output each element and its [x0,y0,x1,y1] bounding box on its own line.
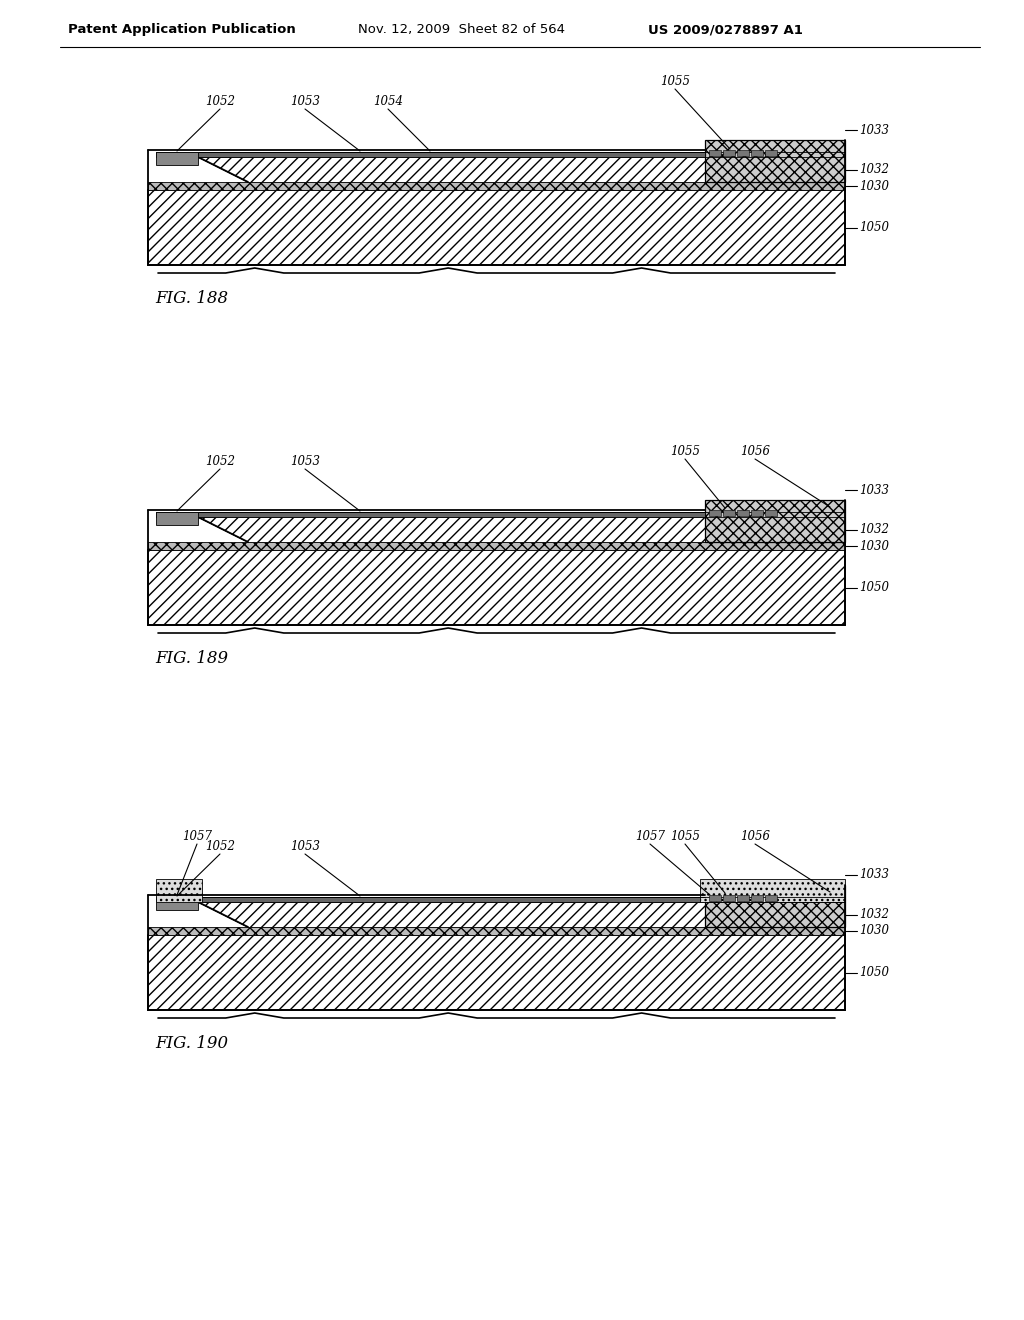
Text: 1053: 1053 [290,95,319,108]
Bar [765,150,777,156]
Text: 1055: 1055 [670,445,700,458]
Polygon shape [198,902,705,927]
Bar [709,510,721,516]
Bar [148,935,845,1010]
Bar [156,898,705,902]
Text: 1032: 1032 [859,523,889,536]
Text: FIG. 190: FIG. 190 [155,1035,228,1052]
Bar [723,150,735,156]
Text: 1057: 1057 [635,830,665,843]
Text: 1033: 1033 [859,869,889,882]
Text: 1052: 1052 [205,455,234,469]
Bar [751,150,763,156]
Bar [156,512,198,525]
Text: 1056: 1056 [740,830,770,843]
Bar [709,150,721,156]
Text: 1055: 1055 [670,830,700,843]
Text: 1054: 1054 [373,95,403,108]
Text: 1030: 1030 [859,924,889,937]
Text: US 2009/0278897 A1: US 2009/0278897 A1 [648,24,803,37]
Bar [709,895,721,902]
Bar [156,152,705,157]
Text: 1056: 1056 [740,445,770,458]
Text: 1050: 1050 [859,581,889,594]
Text: 1052: 1052 [205,95,234,108]
Text: 1030: 1030 [859,180,889,193]
Polygon shape [198,517,705,543]
Bar [705,500,845,543]
Bar [723,510,735,516]
Text: 1033: 1033 [859,483,889,496]
Bar [751,510,763,516]
Text: 1050: 1050 [859,966,889,979]
Bar [148,190,845,265]
Text: 1032: 1032 [859,908,889,921]
Text: 1052: 1052 [205,840,234,853]
Polygon shape [198,157,705,182]
Bar [705,140,845,182]
Text: Nov. 12, 2009  Sheet 82 of 564: Nov. 12, 2009 Sheet 82 of 564 [358,24,565,37]
Text: FIG. 188: FIG. 188 [155,290,228,308]
Bar [737,895,749,902]
Bar [705,884,845,927]
Bar [156,152,198,165]
Bar [751,895,763,902]
Bar [737,510,749,516]
Bar [737,150,749,156]
Bar [723,895,735,902]
Text: 1030: 1030 [859,540,889,553]
Bar [148,927,845,935]
Bar [148,543,845,550]
Bar [156,512,705,517]
Text: 1057: 1057 [182,830,212,843]
Bar [765,510,777,516]
Text: 1055: 1055 [660,75,690,88]
Text: 1033: 1033 [859,124,889,136]
Bar [156,879,202,902]
Text: Patent Application Publication: Patent Application Publication [68,24,296,37]
Text: 1053: 1053 [290,455,319,469]
Bar [765,895,777,902]
Bar [156,898,198,909]
Text: 1032: 1032 [859,162,889,176]
Bar [148,550,845,624]
Text: 1053: 1053 [290,840,319,853]
Bar [148,182,845,190]
Bar [700,879,845,902]
Text: FIG. 189: FIG. 189 [155,649,228,667]
Text: 1050: 1050 [859,220,889,234]
